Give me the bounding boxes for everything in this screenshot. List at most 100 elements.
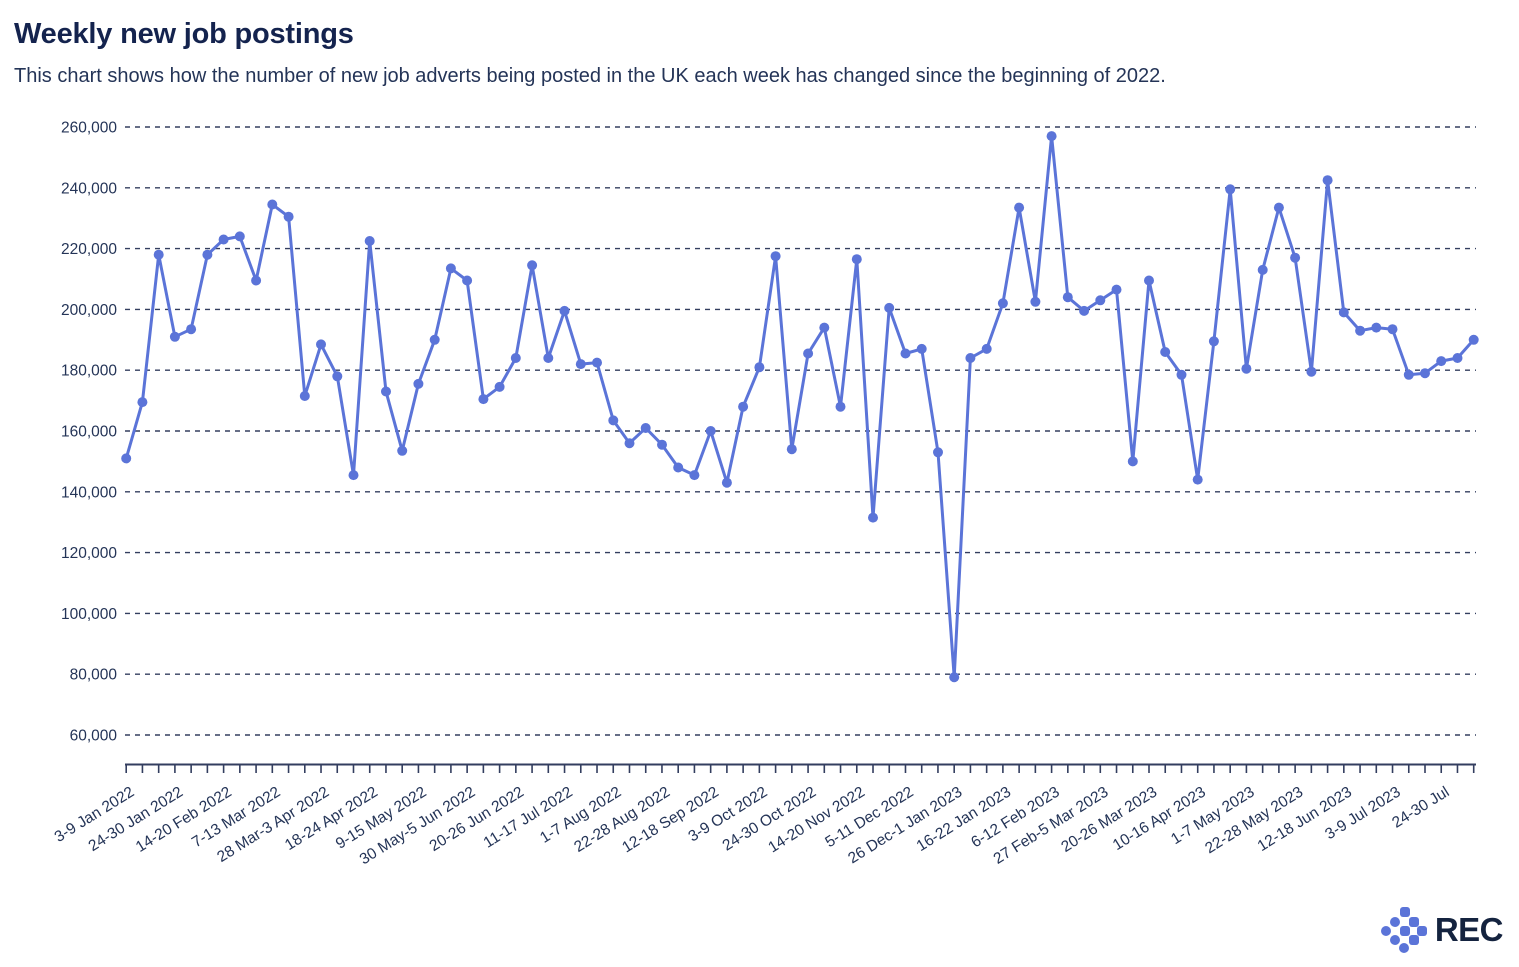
data-point	[1062, 292, 1073, 303]
y-axis-tick-label: 60,000	[70, 728, 118, 745]
data-point	[1160, 347, 1171, 357]
rec-logo-text: REC	[1434, 911, 1504, 948]
y-axis-tick-label: 260,000	[61, 120, 117, 137]
data-point	[348, 470, 359, 481]
data-point	[705, 426, 716, 436]
y-axis-tick-label: 80,000	[70, 667, 118, 684]
data-point	[997, 298, 1008, 309]
data-point	[1322, 175, 1333, 186]
data-point	[851, 254, 862, 265]
data-point	[884, 302, 895, 313]
data-point	[1436, 356, 1447, 367]
data-point	[949, 672, 960, 683]
data-point	[510, 353, 521, 363]
data-point	[1127, 456, 1138, 467]
data-point	[1046, 131, 1057, 142]
data-point	[527, 260, 538, 271]
page-title: Weekly new job postings	[14, 18, 354, 50]
data-point	[575, 359, 586, 370]
series-line	[124, 134, 1476, 679]
data-point	[283, 211, 294, 222]
data-point	[608, 415, 619, 426]
data-point	[1468, 334, 1479, 345]
data-point	[657, 439, 667, 450]
data-point	[592, 357, 602, 368]
data-point	[981, 343, 992, 354]
data-point	[316, 339, 326, 350]
data-point	[1208, 336, 1219, 347]
chart-header: Weekly new job postings This chart shows…	[14, 18, 1494, 88]
rec-logo-mark-icon	[1380, 907, 1427, 953]
data-point	[786, 444, 797, 455]
y-axis-tick-label: 160,000	[61, 424, 117, 441]
data-point	[413, 378, 424, 389]
data-point	[381, 386, 391, 397]
data-point	[543, 353, 554, 363]
data-point	[689, 470, 700, 481]
data-point	[673, 462, 684, 473]
data-point	[1079, 305, 1090, 316]
data-point	[1338, 307, 1349, 318]
data-point	[1290, 252, 1301, 263]
data-point	[1111, 284, 1122, 295]
data-point	[1144, 275, 1154, 286]
rec-logo: REC	[1380, 907, 1504, 953]
chart-canvas: 260,000 240,000 220,000 200,000 180,000 160,0…	[52, 120, 1479, 868]
data-point	[721, 477, 732, 488]
data-point	[1355, 325, 1366, 336]
y-axis-tick-label: 220,000	[61, 241, 117, 258]
data-point	[1030, 296, 1041, 307]
data-point	[1371, 322, 1382, 333]
data-point	[397, 445, 408, 456]
data-point	[202, 249, 213, 260]
data-point	[251, 275, 262, 286]
data-point	[1257, 264, 1268, 275]
y-axis-tick-label: 140,000	[61, 484, 117, 501]
data-point	[137, 397, 148, 408]
data-point	[559, 305, 570, 316]
data-point	[1095, 295, 1106, 306]
data-point	[445, 263, 456, 274]
data-point	[1241, 363, 1252, 374]
data-point	[965, 353, 976, 363]
data-point	[819, 322, 830, 333]
data-point	[169, 331, 180, 342]
data-point	[803, 348, 814, 359]
data-point	[1306, 366, 1317, 377]
data-point	[1403, 369, 1414, 380]
data-point	[218, 234, 229, 245]
data-point	[640, 423, 651, 433]
page-subtitle: This chart shows how the number of new j…	[14, 65, 1166, 87]
data-point	[267, 199, 278, 210]
data-point	[868, 512, 878, 523]
data-point	[1420, 368, 1430, 379]
data-point	[364, 236, 375, 246]
data-point	[1176, 369, 1187, 380]
data-point	[1014, 202, 1025, 213]
data-point	[299, 391, 310, 401]
y-axis-tick-label: 180,000	[61, 363, 117, 380]
data-point	[462, 275, 473, 286]
data-point	[429, 334, 440, 345]
data-point	[186, 324, 197, 335]
data-point	[153, 249, 164, 260]
data-point	[1452, 353, 1463, 363]
data-point	[754, 362, 765, 373]
y-axis-tick-label: 200,000	[61, 302, 117, 319]
y-axis-tick-label: 100,000	[61, 606, 117, 623]
data-point	[332, 371, 343, 382]
data-point	[1273, 202, 1284, 213]
y-axis-tick-label: 240,000	[61, 180, 117, 197]
data-point	[1225, 184, 1236, 195]
data-point	[1192, 474, 1203, 485]
y-axis-tick-label: 120,000	[61, 545, 117, 562]
data-point	[478, 394, 489, 405]
data-point	[900, 348, 911, 359]
data-point	[835, 401, 846, 412]
data-point	[1387, 324, 1398, 335]
data-point	[770, 251, 781, 262]
data-point	[738, 401, 749, 412]
data-point	[121, 453, 132, 464]
data-point	[494, 381, 505, 392]
